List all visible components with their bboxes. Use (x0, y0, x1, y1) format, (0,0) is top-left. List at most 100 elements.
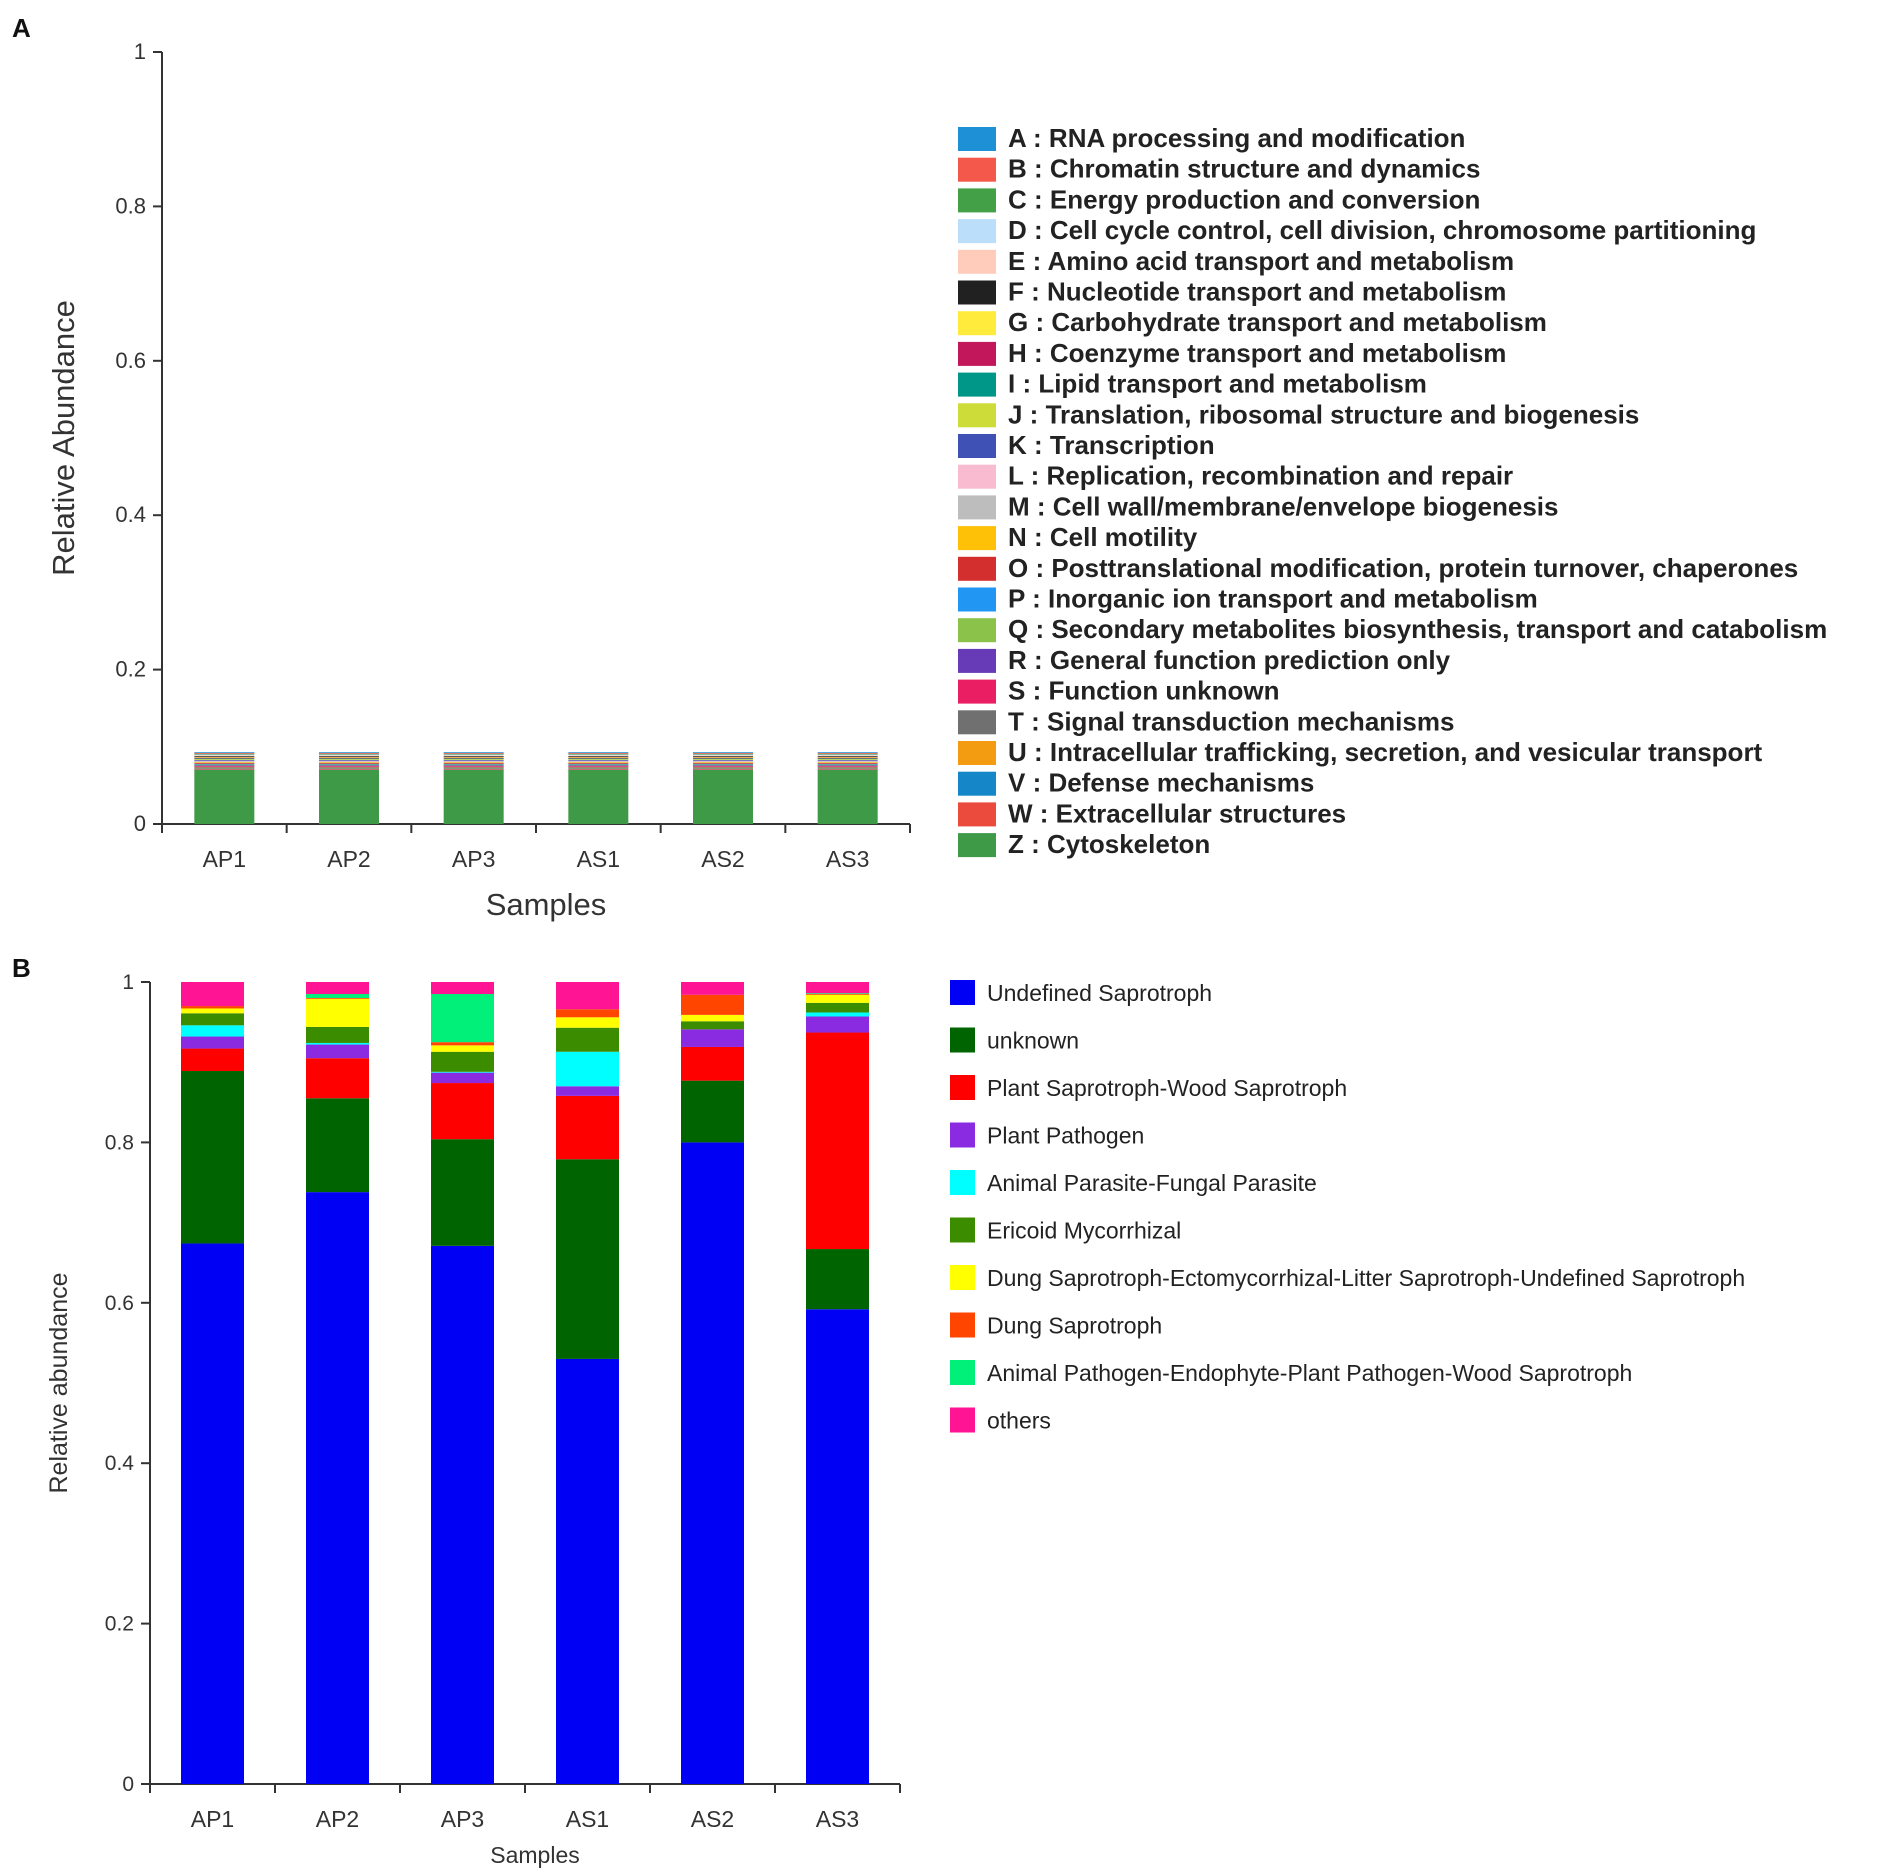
bar-segment-a-ap2 (319, 759, 379, 761)
bar-segment-a-as1 (568, 755, 629, 757)
bar-segment-a-ap3 (443, 763, 504, 764)
bar-segment-a-ap1 (194, 769, 255, 770)
bar-segment-a-ap1 (194, 756, 255, 757)
bar-segment-a-ap2 (319, 768, 379, 770)
legend-label-a: N : Cell motility (1008, 522, 1198, 552)
bar-segment-a-as1 (568, 768, 629, 770)
bar-segment-a-ap1 (194, 769, 255, 824)
bar-segment-a-as3 (817, 760, 878, 762)
bar-segment-a-ap3 (443, 758, 504, 760)
bar-segment-a-as1 (568, 758, 629, 760)
bar-segment-a-as1 (568, 766, 629, 768)
bar-segment-b-ap3 (431, 1051, 494, 1072)
bar-segment-a-ap1 (194, 763, 255, 765)
bar-segment-a-as3 (817, 765, 878, 767)
bar-segment-a-ap1 (194, 766, 255, 767)
bar-segment-a-ap2 (319, 765, 379, 767)
legend-label-a: L : Replication, recombination and repai… (1008, 461, 1513, 491)
bar-segment-a-as3 (817, 754, 878, 756)
bar-segment-a-as1 (568, 753, 629, 755)
bar-segment-a-ap2 (319, 766, 379, 768)
bar-segment-a-as3 (817, 761, 878, 763)
legend-swatch-a (958, 188, 996, 213)
bar-segment-a-ap1 (194, 758, 255, 760)
bar-segment-b-ap2 (306, 1026, 369, 1043)
y-tick-label-a: 1 (134, 39, 146, 64)
legend-swatch-b (950, 1360, 975, 1385)
bar-segment-a-ap2 (319, 769, 379, 770)
bar-segment-a-as1 (568, 760, 629, 762)
bar-segment-a-ap2 (319, 754, 379, 756)
bar-segment-a-as2 (693, 756, 753, 758)
bar-segment-b-as3 (806, 1012, 869, 1017)
legend-label-a: K : Transcription (1008, 430, 1215, 460)
bar-segment-b-ap2 (306, 998, 369, 1027)
bar-segment-a-ap3 (443, 752, 504, 753)
legend-swatch-a (958, 464, 996, 489)
bar-segment-a-as1 (568, 764, 629, 766)
x-tick-label-b: AP1 (191, 1806, 234, 1832)
y-tick-label-b: 1 (122, 971, 134, 994)
legend-label-b: others (987, 1408, 1051, 1434)
bar-segment-a-ap3 (443, 754, 504, 756)
bar-segment-a-as3 (817, 755, 878, 757)
bar-segment-a-ap2 (319, 757, 379, 759)
bar-segment-a-as2 (693, 762, 753, 764)
bar-segment-a-ap2 (319, 769, 379, 824)
bar-segment-b-as1 (556, 1051, 619, 1087)
legend-swatch-b (950, 1217, 975, 1243)
legend-swatch-a (958, 495, 996, 520)
bar-segment-a-as3 (817, 752, 878, 753)
bar-segment-a-ap3 (443, 753, 504, 755)
bar-segment-a-ap1 (194, 753, 255, 755)
y-tick-label-b: 0.6 (105, 1292, 134, 1315)
bar-segment-a-as3 (817, 769, 878, 824)
bar-segment-b-as3 (806, 982, 869, 994)
legend-swatch-b (950, 1265, 975, 1290)
legend-swatch-a (958, 587, 996, 612)
bar-segment-a-ap1 (194, 765, 255, 767)
legend-swatch-a (958, 648, 996, 673)
bar-segment-b-ap2 (306, 994, 369, 999)
bar-segment-b-as2 (681, 994, 744, 1015)
legend-label-a: U : Intracellular trafficking, secretion… (1008, 737, 1763, 767)
bar-segment-a-ap1 (194, 752, 255, 753)
legend-label-a: H : Coenzyme transport and metabolism (1008, 338, 1506, 368)
y-tick-label-b: 0.4 (105, 1452, 135, 1475)
bar-segment-b-ap2 (306, 998, 369, 999)
legend-label-a: T : Signal transduction mechanisms (1008, 706, 1454, 736)
bar-segment-a-as1 (568, 763, 629, 764)
bar-segment-a-as1 (568, 762, 629, 764)
bar-segment-a-ap2 (319, 766, 379, 767)
legend-label-a: D : Cell cycle control, cell division, c… (1008, 215, 1756, 245)
legend-label-a: Q : Secondary metabolites biosynthesis, … (1008, 614, 1827, 644)
bar-segment-b-ap2 (306, 1098, 369, 1193)
bar-segment-a-ap1 (194, 755, 255, 757)
bar-segment-b-as1 (556, 1009, 619, 1018)
y-tick-label-b: 0 (122, 1773, 134, 1796)
bar-segment-b-ap2 (306, 982, 369, 995)
legend-label-b: Animal Pathogen-Endophyte-Plant Pathogen… (987, 1360, 1632, 1386)
legend-label-b: Plant Pathogen (987, 1123, 1144, 1149)
bar-segment-a-ap1 (194, 764, 255, 766)
bar-segment-b-ap1 (181, 1048, 244, 1072)
bar-segment-b-as1 (556, 1159, 619, 1359)
bar-segment-a-as1 (568, 766, 629, 767)
bar-segment-a-ap2 (319, 755, 379, 757)
legend-swatch-a (958, 157, 996, 182)
bar-segment-b-as3 (806, 1002, 869, 1013)
bar-segment-a-ap3 (443, 756, 504, 758)
bar-segment-a-ap3 (443, 761, 504, 763)
bar-segment-b-as1 (556, 1086, 619, 1096)
x-tick-label-a: AP3 (452, 846, 495, 872)
bar-segment-b-ap3 (431, 1072, 494, 1084)
bar-segment-a-ap1 (194, 759, 255, 761)
bar-segment-a-ap3 (443, 767, 504, 769)
chart-a: 0 0.2 0.4 0.6 0.8 1 AP1 AP2 AP3 AS1 AS2 AS3 Samples R… (46, 39, 1827, 922)
bar-segment-a-ap3 (443, 763, 504, 765)
bar-segment-a-as2 (693, 758, 753, 760)
bar-segment-a-as2 (693, 759, 753, 761)
bar-segment-a-ap3 (443, 766, 504, 767)
legend-swatch-a (958, 280, 996, 305)
bar-segment-a-as1 (568, 761, 629, 763)
